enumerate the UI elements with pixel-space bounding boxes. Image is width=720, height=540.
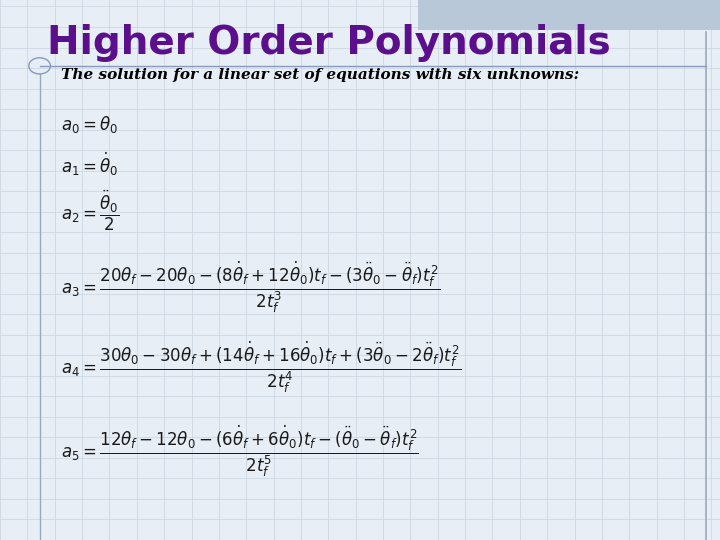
Text: Higher Order Polynomials: Higher Order Polynomials [47,24,611,62]
Text: The solution for a linear set of equations with six unknowns:: The solution for a linear set of equatio… [61,68,580,82]
Text: $a_5 = \dfrac{12\theta_f - 12\theta_0 - (6\dot{\theta}_f + 6\dot{\theta}_0)t_f -: $a_5 = \dfrac{12\theta_f - 12\theta_0 - … [61,423,419,478]
Text: $a_4 = \dfrac{30\theta_0 - 30\theta_f + (14\dot{\theta}_f + 16\dot{\theta}_0)t_f: $a_4 = \dfrac{30\theta_0 - 30\theta_f + … [61,340,462,395]
Text: $a_3 = \dfrac{20\theta_f - 20\theta_0 - (8\dot{\theta}_f + 12\dot{\theta}_0)t_f : $a_3 = \dfrac{20\theta_f - 20\theta_0 - … [61,260,441,315]
Text: $a_1 = \dot{\theta}_0$: $a_1 = \dot{\theta}_0$ [61,151,119,178]
Text: $a_2 = \dfrac{\ddot{\theta}_0}{2}$: $a_2 = \dfrac{\ddot{\theta}_0}{2}$ [61,188,120,233]
Text: $a_0 = \theta_0$: $a_0 = \theta_0$ [61,114,119,134]
FancyBboxPatch shape [418,0,720,30]
